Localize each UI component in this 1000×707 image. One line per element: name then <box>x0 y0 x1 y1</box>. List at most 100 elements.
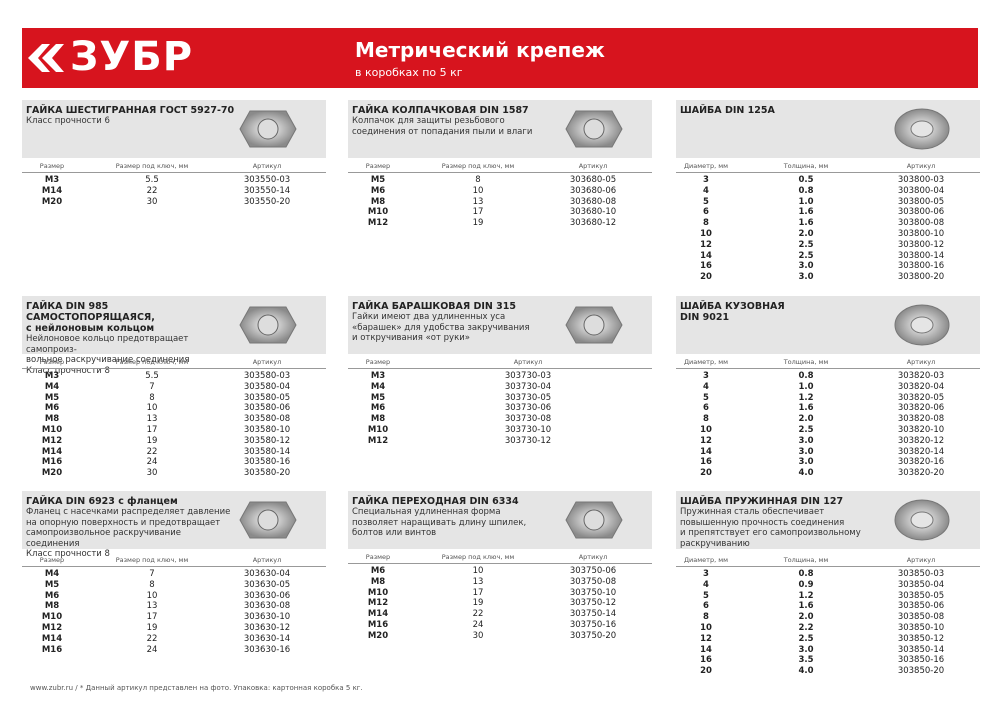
panel-title: ШАЙБА ПРУЖИННАЯ DIN 127 <box>680 496 844 507</box>
table-cell: 303850-04 <box>897 579 945 590</box>
table-cell: 303750-06 <box>569 566 617 576</box>
panel-header-text: ШАЙБА КУЗОВНАЯ DIN 9021 <box>680 301 890 323</box>
column-header: Толщина, мм <box>783 162 829 170</box>
panel-description: повышенную прочность соединения <box>680 517 845 528</box>
table-cell: 303820-12 <box>897 435 945 446</box>
panel-description: Класс прочности 8 <box>26 365 110 376</box>
table-cell: 303850-05 <box>897 590 945 601</box>
table-cell: 10 <box>146 403 158 414</box>
column-header: Размер <box>39 556 65 564</box>
table-cell: 13 <box>472 196 484 207</box>
panel-title: ГАЙКА КОЛПАЧКОВАЯ DIN 1587 <box>352 105 529 116</box>
table-cell: 303850-12 <box>897 633 945 644</box>
table-cell: 3 <box>703 569 709 579</box>
panel-title: с нейлоновым кольцом <box>26 323 155 334</box>
table-cell: 0.8 <box>798 371 814 381</box>
table-cell: M8 <box>370 196 386 207</box>
panel-title: ГАЙКА ШЕСТИГРАННАЯ ГОСТ 5927-70 <box>26 105 235 116</box>
column-header: Диаметр, мм <box>683 358 729 366</box>
panel-description: на опорную поверхность и предотвращает <box>26 517 221 528</box>
table-cell: M6 <box>370 566 386 576</box>
table-cell: 303800-20 <box>897 272 945 283</box>
table-cell: M8 <box>370 414 386 425</box>
table-cell: 303580-14 <box>243 446 291 457</box>
table-cell: 303730-06 <box>504 403 552 414</box>
table-cell: 303630-16 <box>243 644 291 655</box>
table-cell: 303800-05 <box>897 196 945 207</box>
column-header: Размер <box>365 162 391 170</box>
panel-header-text: ГАЙКА ПЕРЕХОДНАЯ DIN 6334 Специальная удл… <box>352 496 562 539</box>
table-cell: 303750-08 <box>569 576 617 587</box>
table-cell: 303580-08 <box>243 414 291 425</box>
table-cell: 10 <box>700 623 712 633</box>
table-cell: 303580-10 <box>243 425 291 435</box>
panel-title: ШАЙБА DIN 125A <box>680 105 775 116</box>
table-cell: 1.6 <box>798 218 814 229</box>
product-image <box>565 306 623 344</box>
table-cell: 6 <box>703 207 709 218</box>
table-cell: 303730-05 <box>504 392 552 403</box>
column-header: Артикул <box>252 162 282 170</box>
table-cell: 10 <box>700 425 712 435</box>
table-cell: 5.5 <box>145 371 159 381</box>
table-cell: 303630-12 <box>243 623 291 633</box>
table-cell: 0.8 <box>798 569 814 579</box>
table-cell: 30 <box>146 196 158 207</box>
column-header: Артикул <box>906 358 936 366</box>
column-header: Размер <box>39 358 65 366</box>
table-cell: 8 <box>703 414 709 425</box>
table-cell: 303680-05 <box>569 175 617 185</box>
table-cell: 1.6 <box>798 207 814 218</box>
table-cell: 16 <box>700 457 712 468</box>
table-cell: M5 <box>370 175 386 185</box>
table-cell: M10 <box>367 587 389 598</box>
table-cell: 303820-06 <box>897 403 945 414</box>
table-cell: 303750-10 <box>569 587 617 598</box>
table-cell: 22 <box>146 633 158 644</box>
table-cell: 1.0 <box>798 381 814 392</box>
table-cell: 303800-06 <box>897 207 945 218</box>
panel-description: и препятствует его самопроизвольному <box>680 528 861 538</box>
column-header: Артикул <box>906 556 936 564</box>
panel-title: ГАЙКА БАРАШКОВАЯ DIN 315 <box>352 301 516 312</box>
table-cell: 10 <box>472 185 484 196</box>
table-cell: 4 <box>703 185 709 196</box>
panel-description: соединения от попадания пыли и влаги <box>352 126 533 137</box>
table-cell: 14 <box>700 446 712 457</box>
panel-description: позволяет наращивать длину шпилек, <box>352 517 527 528</box>
panel: ШАЙБА ПРУЖИННАЯ DIN 127 Пружинная сталь о… <box>676 491 980 684</box>
table-cell: 3.5 <box>798 655 814 666</box>
table-cell: 3.0 <box>798 446 814 457</box>
table-cell: M4 <box>44 569 60 579</box>
table-cell: 303820-20 <box>897 468 945 479</box>
header-band: ЗУБР Метрический крепеж в коробках по 5 … <box>22 28 978 88</box>
panel-description: «барашек» для удобства закручивания <box>352 322 530 333</box>
table-cell: 6 <box>703 601 709 612</box>
logo-icon <box>28 44 64 72</box>
panel-title: ГАЙКА DIN 985 САМОСТОПОРЯЩАЯСЯ, <box>26 301 155 323</box>
table-cell: 303630-04 <box>243 569 291 579</box>
table-cell: 14 <box>700 250 712 261</box>
table-cell: 20 <box>700 468 712 479</box>
table-cell: 22 <box>146 185 158 196</box>
table-cell: M8 <box>44 601 60 612</box>
table-cell: 16 <box>700 655 712 666</box>
panel: ШАЙБА КУЗОВНАЯ DIN 9021 Диаметр, мм Толщина… <box>676 296 980 489</box>
table-cell: 303800-12 <box>897 239 945 250</box>
header-rule <box>22 172 326 173</box>
column-header: Артикул <box>578 553 608 561</box>
panel: ГАЙКА DIN 985 САМОСТОПОРЯЩАЯСЯ, с нейлоно… <box>22 296 326 489</box>
table-cell: 303800-16 <box>897 261 945 272</box>
table-cell: M10 <box>367 425 389 435</box>
table-cell: 7 <box>149 381 155 392</box>
table-cell: 0.9 <box>798 579 814 590</box>
table-cell: 10 <box>146 590 158 601</box>
table-cell: 303680-10 <box>569 207 617 218</box>
table-cell: M3 <box>370 371 386 381</box>
table-cell: 19 <box>146 435 158 446</box>
table-cell: 8 <box>149 392 155 403</box>
panel-description: болтов или винтов <box>352 528 437 538</box>
table-cell: 303550-03 <box>243 175 291 185</box>
column-header: Артикул <box>252 358 282 366</box>
table-cell: 5 <box>703 590 709 601</box>
